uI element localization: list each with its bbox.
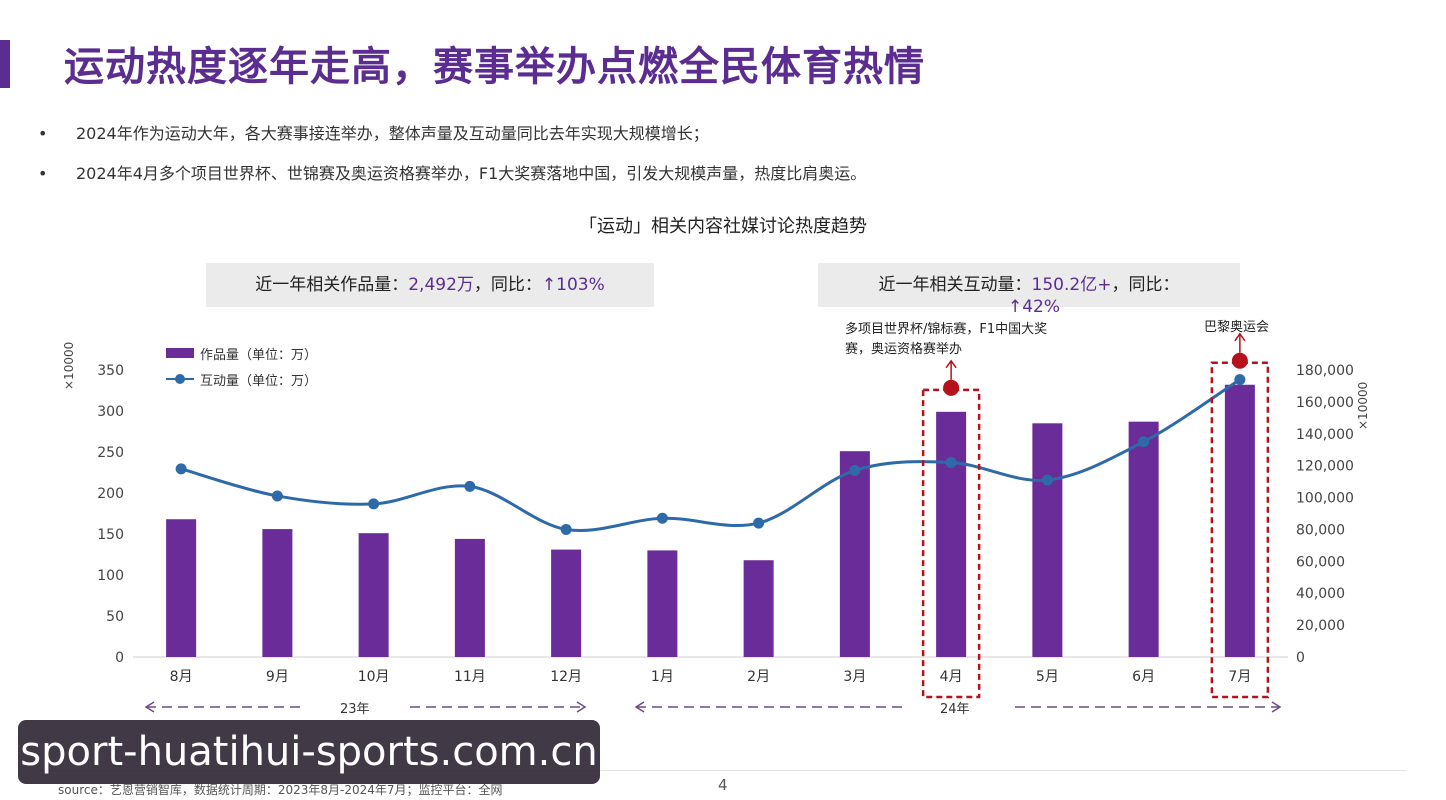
x-tick-label: 10月 xyxy=(358,669,390,685)
y-right-tick-label: 140,000 xyxy=(1296,427,1354,443)
year-label-23: 23年 xyxy=(340,702,370,717)
interaction-point-10月 xyxy=(368,498,380,510)
bar-9月 xyxy=(262,529,293,657)
x-tick-label: 6月 xyxy=(1132,669,1155,685)
x-tick-label: 8月 xyxy=(170,669,193,685)
y-left-tick-label: 50 xyxy=(106,609,124,625)
y-right-tick-label: 120,000 xyxy=(1296,459,1354,475)
y-left-tick-label: 300 xyxy=(97,404,124,420)
timeline-24-right-head xyxy=(1271,701,1282,713)
y-right-tick-label: 60,000 xyxy=(1296,554,1345,570)
watermark-banner: sport-huatihui-sports.com.cn xyxy=(18,720,600,784)
legend-line-swatch xyxy=(166,374,194,384)
timeline-23-right-head xyxy=(576,701,587,713)
highlight-marker-4月 xyxy=(943,379,960,396)
x-tick-label: 3月 xyxy=(843,669,866,685)
works-yoy-label: ，同比： xyxy=(473,275,542,295)
interaction-point-4月 xyxy=(945,456,957,468)
interaction-point-11月 xyxy=(464,480,476,492)
page-title: 运动热度逐年走高，赛事举办点燃全民体育热情 xyxy=(64,44,925,90)
x-tick-label: 7月 xyxy=(1228,669,1251,685)
page-number: 4 xyxy=(718,776,728,794)
legend-bar-swatch xyxy=(166,348,194,358)
y-right-tick-label: 100,000 xyxy=(1296,491,1354,507)
bullet-item: 2024年作为运动大年，各大赛事接连举办，整体声量及互动量同比去年实现大规模增长… xyxy=(38,118,866,158)
highlight-marker-7月 xyxy=(1231,352,1248,369)
interaction-line xyxy=(180,378,1241,532)
timeline-24-left-head xyxy=(634,701,645,713)
legend-item-bar: 作品量（单位：万） xyxy=(166,340,317,366)
x-tick-label: 5月 xyxy=(1036,669,1059,685)
highlight-arrow-head xyxy=(945,359,957,369)
interaction-yoy-value: ↑42% xyxy=(1008,297,1061,317)
works-stat-box: 近一年相关作品量：2,492万，同比：↑103% xyxy=(206,263,654,307)
highlight-box-7月 xyxy=(1210,361,1270,699)
works-yoy-value: ↑103% xyxy=(541,275,605,295)
bar-1月 xyxy=(647,550,678,657)
legend-line-label: 互动量（单位：万） xyxy=(200,373,318,389)
source-note: source：艺恩营销智库，数据统计周期：2023年8月-2024年7月；监控平… xyxy=(58,783,503,797)
x-tick-label: 2月 xyxy=(747,669,770,685)
bar-2月 xyxy=(743,560,774,657)
interaction-point-8月 xyxy=(175,463,187,475)
x-tick-label: 12月 xyxy=(550,669,582,685)
bar-8月 xyxy=(166,519,197,657)
interaction-point-9月 xyxy=(271,490,283,502)
interaction-stat-box: 近一年相关互动量：150.2亿+，同比： xyxy=(818,263,1240,307)
bar-11月 xyxy=(454,538,485,657)
bar-6月 xyxy=(1128,421,1159,657)
works-stat-value: 2,492万 xyxy=(408,275,474,295)
bar-3月 xyxy=(839,451,870,657)
x-tick-label: 1月 xyxy=(651,669,674,685)
april-annotation: 多项目世界杯/锦标赛，F1中国大奖赛，奥运资格赛举办 xyxy=(845,322,1048,357)
x-tick-label: 4月 xyxy=(940,669,963,685)
interaction-yoy-label: ，同比： xyxy=(1111,275,1180,295)
y-left-tick-label: 250 xyxy=(97,445,124,461)
july-annotation: 巴黎奥运会 xyxy=(1204,320,1270,335)
interaction-point-6月 xyxy=(1138,436,1150,448)
highlight-box-4月 xyxy=(921,388,981,699)
y-left-tick-label: 200 xyxy=(97,486,124,502)
y-right-tick-label: 80,000 xyxy=(1296,522,1345,538)
title-accent-bar xyxy=(0,40,10,88)
x-tick-label: 9月 xyxy=(266,669,289,685)
footer-divider xyxy=(40,770,1406,771)
timeline-23-left-head xyxy=(144,701,155,713)
bar-10月 xyxy=(358,533,389,657)
highlight-arrow-head xyxy=(1234,332,1246,342)
bar-12月 xyxy=(551,549,582,657)
y-right-tick-label: 180,000 xyxy=(1296,363,1354,379)
interaction-point-5月 xyxy=(1041,474,1053,486)
legend-bar-label: 作品量（单位：万） xyxy=(200,347,318,363)
interaction-point-7月 xyxy=(1234,374,1246,386)
interaction-point-1月 xyxy=(656,512,668,524)
interaction-point-3月 xyxy=(849,464,861,476)
x-tick-label: 11月 xyxy=(454,669,486,685)
y-right-tick-label: 20,000 xyxy=(1296,618,1345,634)
bullet-list: 2024年作为运动大年，各大赛事接连举办，整体声量及互动量同比去年实现大规模增长… xyxy=(38,118,866,198)
y-left-tick-label: 0 xyxy=(115,650,124,666)
bar-5月 xyxy=(1032,423,1063,657)
chart-legend: 作品量（单位：万） 互动量（单位：万） xyxy=(166,340,317,392)
year-label-24: 24年 xyxy=(940,702,970,717)
y-left-tick-label: 150 xyxy=(97,527,124,543)
works-stat-label: 近一年相关作品量： xyxy=(255,275,409,295)
bar-4月 xyxy=(936,411,967,657)
y-right-tick-label: 40,000 xyxy=(1296,586,1345,602)
y-right-tick-label: 0 xyxy=(1296,650,1305,666)
y-left-tick-label: 100 xyxy=(97,568,124,584)
bullet-item: 2024年4月多个项目世界杯、世锦赛及奥运资格赛举办，F1大奖赛落地中国，引发大… xyxy=(38,158,866,198)
interaction-point-2月 xyxy=(753,517,765,529)
bar-7月 xyxy=(1224,384,1255,657)
legend-item-line: 互动量（单位：万） xyxy=(166,366,317,392)
interaction-point-12月 xyxy=(560,523,572,535)
y-right-tick-label: 160,000 xyxy=(1296,395,1354,411)
interaction-stat-label: 近一年相关互动量： xyxy=(878,275,1032,295)
chart-title: 「运动」相关内容社媒讨论热度趋势 xyxy=(579,216,867,237)
y-left-tick-label: 350 xyxy=(97,363,124,379)
interaction-stat-value: 150.2亿+ xyxy=(1031,275,1112,295)
